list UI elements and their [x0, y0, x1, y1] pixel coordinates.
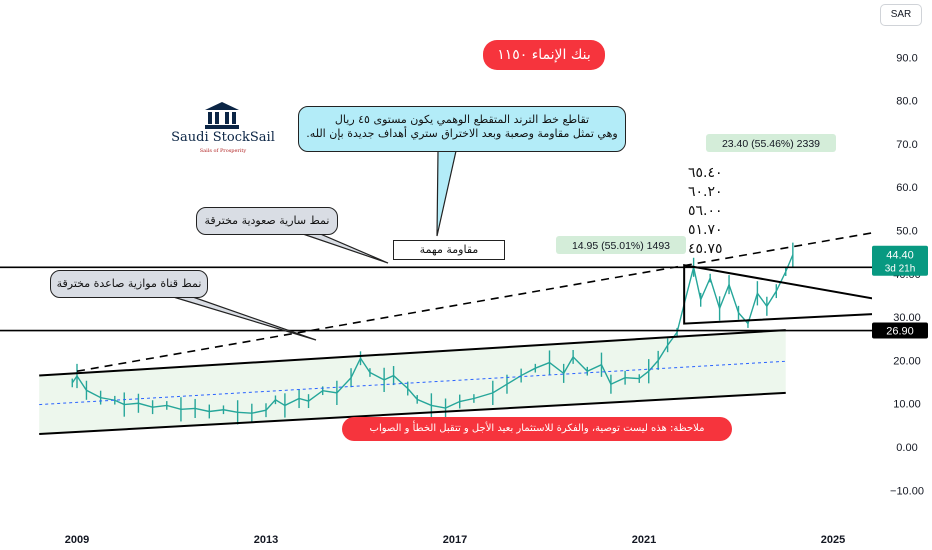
background-layer [39, 330, 786, 435]
price-tick-label: 10.00 [893, 399, 921, 411]
measure-label-bg-1 [556, 236, 686, 254]
price-tick-label: 80.0 [896, 96, 917, 108]
price-series-layer [71, 242, 794, 425]
target-5: ٤٥.٧٥ [688, 241, 723, 257]
target-3: ٥٦.٠٠ [688, 203, 723, 219]
time-axis-bg [0, 530, 932, 550]
price-line [71, 254, 794, 414]
callout-tail-trendline [436, 150, 457, 237]
resistance-label: مقاومة مهمة [393, 240, 505, 260]
callout-channel: نمط قناة موازية صاعدة مخترقة [50, 270, 208, 298]
callout-trendline: تقاطع خط الترند المتقطع الوهمي يكون مستو… [298, 106, 626, 152]
time-tick-label: 2009 [65, 534, 89, 546]
level-tag-label: 26.90 [886, 326, 914, 338]
callout-trendline-line1: تقاطع خط الترند المتقطع الوهمي يكون مستو… [334, 113, 590, 126]
logo-tagline: Sails of Prosperity [199, 148, 247, 154]
channel-lower [39, 391, 786, 436]
targets-list: ٦٥.٤٠ ٦٠.٢٠ ٥٦.٠٠ ٥١.٧٠ ٤٥.٧٥ [688, 164, 738, 259]
time-tick-label: 2021 [632, 534, 656, 546]
pennant-triangle [683, 263, 932, 325]
measure-label-2: 23.40 (55.46%) 2339 [722, 138, 820, 150]
channel-upper [39, 329, 786, 377]
time-tick-label: 2013 [254, 534, 278, 546]
current-countdown-label: 3d 21h [885, 264, 916, 275]
price-tick-label: 30.00 [893, 312, 921, 324]
callout-tail-pennant [299, 232, 389, 264]
callout-trendline-line2: وهي تمثل مقاومة وصعبة وبعد الاختراق ستري… [306, 127, 618, 140]
callout-tail-channel [169, 295, 317, 341]
price-tick-label: 50.0 [896, 226, 917, 238]
channel-fill [39, 330, 786, 435]
price-tick-label: 90.0 [896, 52, 917, 64]
logo: Saudi StockSail Sails of Prosperity [156, 86, 290, 174]
time-tick-label: 2025 [821, 534, 845, 546]
target-1: ٦٥.٤٠ [688, 165, 723, 181]
measure-label-1: 14.95 (55.01%) 1493 [572, 240, 670, 252]
note-badge: ملاحظة: هذه ليست توصية، والفكرة للاستثما… [342, 417, 732, 441]
price-tick-label: 20.00 [893, 355, 921, 367]
logo-name: Saudi StockSail [171, 130, 275, 145]
price-tick-label: 60.0 [896, 182, 917, 194]
target-4: ٥١.٧٠ [688, 222, 723, 238]
currency-button[interactable]: SAR [880, 4, 922, 26]
price-tick-label: 0.00 [896, 442, 917, 454]
price-tick-label: −10.00 [890, 485, 924, 497]
callout-pennant: نمط سارية صعودية مخترقة [196, 207, 338, 235]
channel-midline [39, 360, 786, 406]
dashed-trendline [76, 221, 932, 373]
drawings-layer: 14.95 (55.01%) 1493 23.40 (55.46%) 2339 [0, 134, 932, 436]
current-price-label: 44.40 [886, 250, 914, 262]
price-tick-label: 70.0 [896, 139, 917, 151]
level-tag [872, 322, 928, 339]
time-tick-label: 2017 [443, 534, 467, 546]
title-badge: بنك الإنماء ١١٥٠ [483, 40, 605, 70]
measure-label-bg-2 [706, 134, 836, 152]
bank-building-icon [205, 102, 239, 129]
current-price-tag [872, 245, 928, 276]
target-2: ٦٠.٢٠ [688, 184, 723, 200]
